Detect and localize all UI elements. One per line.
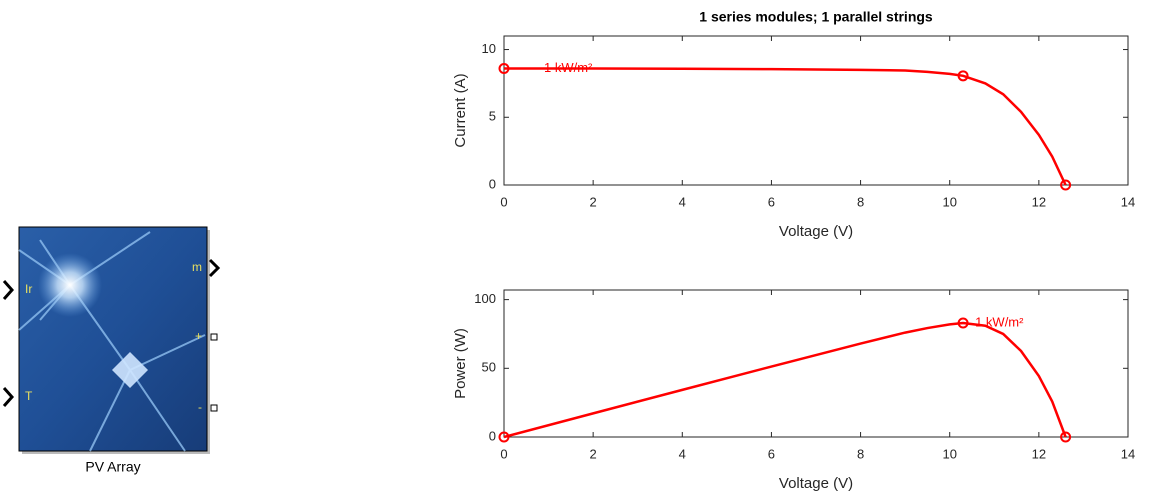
- x-tick-label: 10: [942, 446, 956, 461]
- x-tick-label: 10: [942, 194, 956, 209]
- x-tick-label: 14: [1121, 446, 1135, 461]
- y-tick-label: 10: [482, 41, 496, 56]
- port-label: Ir: [25, 282, 32, 296]
- y-tick-label: 100: [474, 291, 496, 306]
- data-point: [498, 431, 510, 443]
- x-tick-label: 8: [857, 446, 864, 461]
- x-tick-label: 2: [590, 446, 597, 461]
- data-point: [498, 63, 510, 75]
- block-body: [18, 226, 208, 452]
- y-tick-label: 0: [489, 428, 496, 443]
- annotation: 1 kW/m²: [544, 60, 593, 75]
- output-arrow: [208, 258, 221, 278]
- port-label: -: [198, 400, 202, 414]
- y-tick-label: 50: [482, 360, 496, 375]
- y-tick-label: 5: [489, 109, 496, 124]
- pv-block[interactable]: Ir T m + - PV Array: [2, 226, 221, 475]
- x-tick-label: 0: [500, 194, 507, 209]
- plot-area: [503, 289, 1129, 438]
- plot-area: [503, 35, 1129, 186]
- x-tick-label: 4: [679, 194, 686, 209]
- x-axis-label: Voltage (V): [779, 223, 853, 240]
- glare: [38, 253, 102, 317]
- data-line: [504, 67, 1067, 186]
- x-axis-label: Voltage (V): [779, 475, 853, 492]
- x-tick-label: 12: [1032, 194, 1046, 209]
- x-tick-label: 2: [590, 194, 597, 209]
- port-label: m: [192, 260, 202, 274]
- data-line: [503, 321, 1067, 439]
- x-tick-label: 14: [1121, 194, 1135, 209]
- port-label: T: [25, 389, 33, 403]
- data-point: [1060, 179, 1072, 191]
- x-tick-label: 0: [500, 446, 507, 461]
- y-tick-label: 0: [489, 176, 496, 191]
- chart-title: 1 series modules; 1 parallel strings: [699, 9, 933, 25]
- x-tick-label: 12: [1032, 446, 1046, 461]
- x-tick-label: 8: [857, 194, 864, 209]
- input-arrows: [2, 280, 15, 407]
- y-axis-label: Power (W): [452, 328, 469, 399]
- data-point: [957, 317, 969, 329]
- x-tick-label: 4: [679, 446, 686, 461]
- block-label: PV Array: [85, 459, 140, 475]
- conn-port: [210, 333, 218, 341]
- annotation: 1 kW/m²: [975, 314, 1024, 329]
- data-point: [957, 70, 969, 82]
- port-label: +: [195, 329, 202, 343]
- y-axis-label: Current (A): [452, 73, 469, 147]
- x-tick-label: 6: [768, 446, 775, 461]
- conn-port: [210, 404, 218, 412]
- x-tick-label: 6: [768, 194, 775, 209]
- data-point: [1060, 431, 1072, 443]
- cell-highlight: [112, 352, 148, 388]
